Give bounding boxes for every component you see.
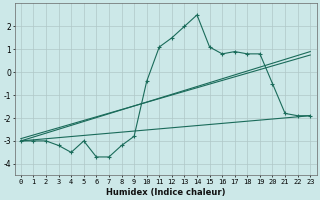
X-axis label: Humidex (Indice chaleur): Humidex (Indice chaleur) [106,188,225,197]
